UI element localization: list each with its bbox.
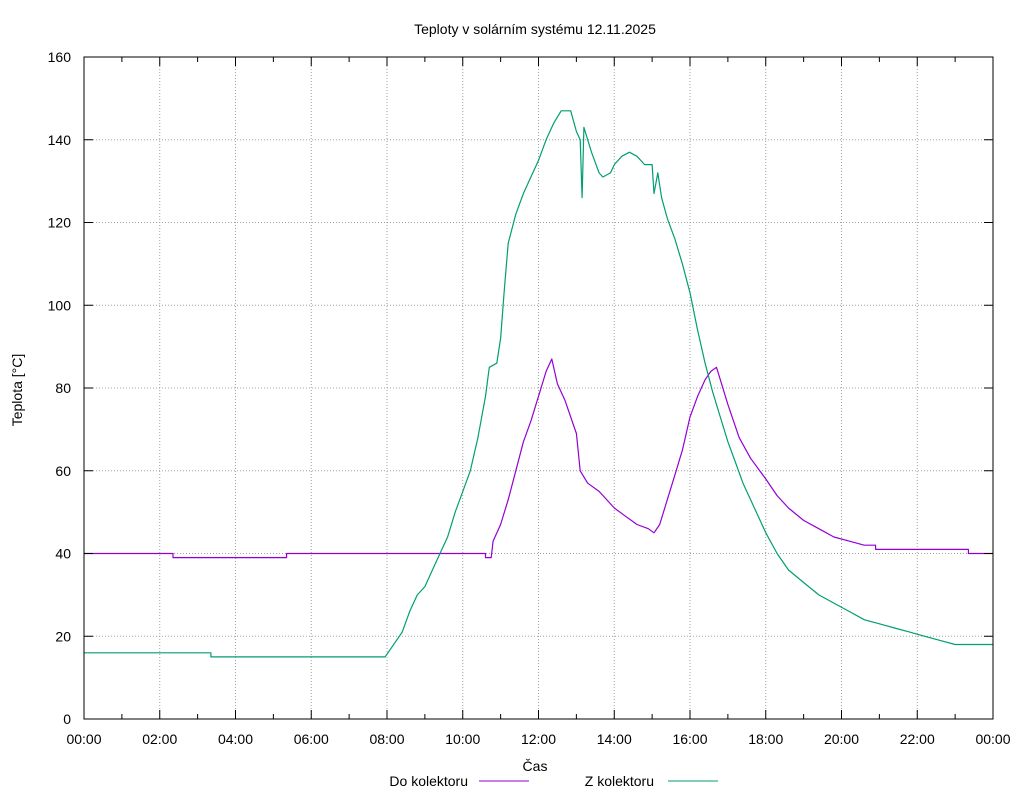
x-tick-label: 18:00: [748, 731, 783, 747]
chart-title: Teploty v solárním systému 12.11.2025: [414, 21, 656, 37]
legend-label-z-kolektoru: Z kolektoru: [585, 773, 654, 789]
y-tick-label: 120: [48, 215, 72, 231]
y-axis-title: Teplota [°C]: [9, 354, 25, 427]
x-tick-label: 14:00: [597, 731, 632, 747]
y-tick-label: 20: [55, 628, 71, 644]
x-tick-label: 06:00: [294, 731, 329, 747]
x-tick-label: 20:00: [824, 731, 859, 747]
x-tick-label: 00:00: [66, 731, 101, 747]
x-tick-label: 22:00: [900, 731, 935, 747]
grid: [84, 57, 993, 719]
x-axis-title: Čas: [523, 758, 548, 774]
x-tick-label: 16:00: [672, 731, 707, 747]
x-tick-label: 02:00: [142, 731, 177, 747]
x-tick-label: 04:00: [218, 731, 253, 747]
x-tick-label: 10:00: [445, 731, 480, 747]
ticks: [83, 56, 994, 720]
tick-labels: 00:00 02:00 04:00 06:00 08:00 10:00 12:00 14:00…: [48, 49, 1011, 747]
x-tick-label: 00:00: [975, 731, 1010, 747]
x-tick-label: 12:00: [521, 731, 556, 747]
legend-label-do-kolektoru: Do kolektoru: [389, 773, 468, 789]
y-tick-label: 140: [48, 132, 72, 148]
series-layer: [84, 110, 993, 658]
series-line-z-kolektoru: [84, 110, 993, 658]
y-tick-label: 40: [55, 546, 71, 562]
x-tick-label: 08:00: [369, 731, 404, 747]
series-line-do-kolektoru: [84, 358, 993, 559]
y-tick-label: 80: [55, 380, 71, 396]
y-tick-label: 0: [63, 711, 71, 727]
legend: Do kolektoru Z kolektoru: [389, 773, 718, 789]
y-tick-label: 100: [48, 297, 72, 313]
y-tick-label: 160: [48, 49, 72, 65]
y-tick-label: 60: [55, 463, 71, 479]
